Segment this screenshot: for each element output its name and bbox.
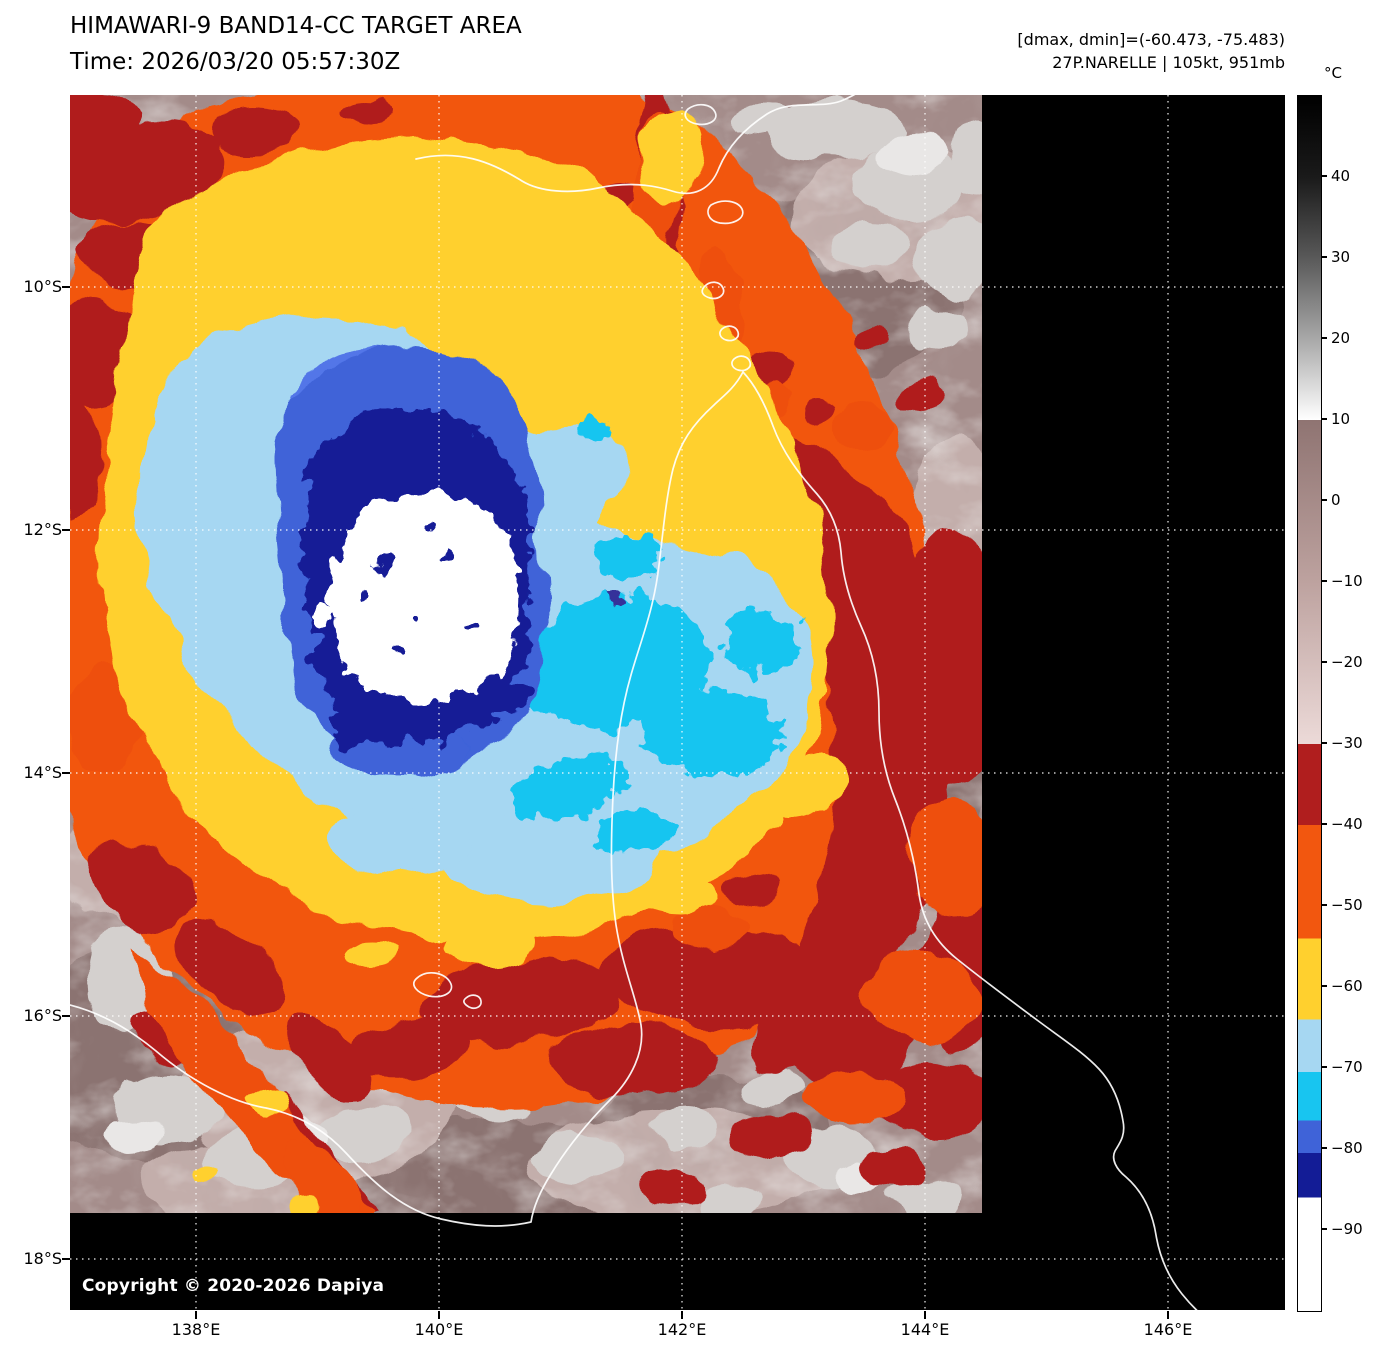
lat-tick-mark (62, 1258, 70, 1260)
colorbar-tick-label: −60 (1331, 977, 1363, 995)
storm-info: 27P.NARELLE | 105kt, 951mb (1052, 53, 1285, 72)
lat-tick-label: 16°S (23, 1006, 62, 1025)
colorbar-tick-label: 20 (1331, 329, 1351, 347)
colorbar-tick-mark (1322, 661, 1327, 663)
colorbar-tick-mark (1322, 580, 1327, 582)
lon-tick-mark (195, 1311, 197, 1319)
dmax-dmin-readout: [dmax, dmin]=(-60.473, -75.483) (1017, 30, 1285, 49)
colorbar (1297, 95, 1322, 1312)
colorbar-tick-mark (1322, 1147, 1327, 1149)
colorbar-tick-label: −40 (1331, 815, 1363, 833)
product-time: Time: 2026/03/20 05:57:30Z (70, 49, 401, 75)
lon-tick-label: 140°E (414, 1320, 464, 1339)
colorbar-tick-label: −10 (1331, 572, 1363, 590)
lon-tick-mark (924, 1311, 926, 1319)
page-title: HIMAWARI-9 BAND14-CC TARGET AREA (70, 13, 522, 39)
colorbar-tick-label: −50 (1331, 896, 1363, 914)
header-readouts: [dmax, dmin]=(-60.473, -75.483) 27P.NARE… (1017, 28, 1285, 74)
lat-tick-label: 10°S (23, 277, 62, 296)
colorbar-tick-mark (1322, 1066, 1327, 1068)
colorbar-tick-label: −30 (1331, 734, 1363, 752)
colorbar-tick-mark (1322, 337, 1327, 339)
lat-tick-label: 14°S (23, 763, 62, 782)
lon-tick-mark (1167, 1311, 1169, 1319)
satellite-swath (70, 95, 982, 1213)
satellite-image (70, 95, 1285, 1310)
colorbar-tick-mark (1322, 823, 1327, 825)
lat-tick-mark (62, 529, 70, 531)
colorbar-tick-label: −90 (1331, 1220, 1363, 1238)
lon-tick-mark (438, 1311, 440, 1319)
lat-tick-label: 12°S (23, 520, 62, 539)
cyclone-eye-overshoot (311, 493, 520, 700)
colorbar-tick-mark (1322, 175, 1327, 177)
colorbar-unit-label: °C (1324, 64, 1342, 82)
lon-tick-label: 146°E (1143, 1320, 1193, 1339)
colorbar-tick-mark (1322, 904, 1327, 906)
colorbar-tick-mark (1322, 256, 1327, 258)
coastline (70, 95, 1198, 1310)
colorbar-tick-label: 10 (1331, 410, 1351, 428)
colorbar-tick-mark (1322, 1228, 1327, 1230)
lat-tick-mark (62, 286, 70, 288)
colorbar-tick-mark (1322, 985, 1327, 987)
colorbar-tick-mark (1322, 499, 1327, 501)
lat-tick-label: 18°S (23, 1249, 62, 1268)
colorbar-tick-mark (1322, 418, 1327, 420)
lon-tick-label: 144°E (900, 1320, 950, 1339)
colorbar-tick-label: −20 (1331, 653, 1363, 671)
colorbar-tick-label: −80 (1331, 1139, 1363, 1157)
colorbar-tick-label: 40 (1331, 167, 1351, 185)
colorbar-tick-label: 0 (1331, 491, 1341, 509)
copyright-watermark: Copyright © 2020-2026 Dapiya (82, 1276, 385, 1296)
lon-tick-label: 138°E (171, 1320, 221, 1339)
lat-tick-mark (62, 772, 70, 774)
colorbar-tick-mark (1322, 742, 1327, 744)
map-plot: Copyright © 2020-2026 Dapiya (70, 95, 1285, 1310)
lon-tick-mark (681, 1311, 683, 1319)
lat-tick-mark (62, 1015, 70, 1017)
colorbar-tick-label: 30 (1331, 248, 1351, 266)
grid-lines (70, 95, 1285, 1310)
colorbar-tick-label: −70 (1331, 1058, 1363, 1076)
lon-tick-label: 142°E (657, 1320, 707, 1339)
colorbar-gradient (1298, 96, 1321, 1311)
